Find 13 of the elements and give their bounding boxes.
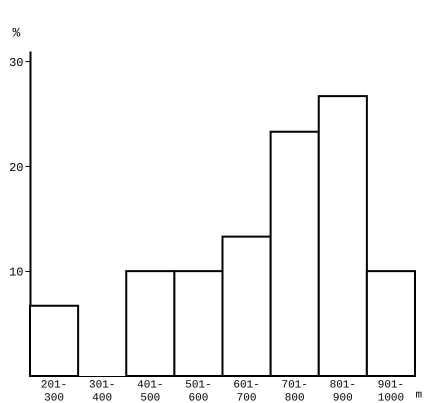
x-tick-label: 301-400	[88, 380, 116, 403]
x-tick-label: 501-600	[185, 380, 212, 403]
x-axis-title: m	[416, 390, 422, 402]
x-tick-label: 201-300	[40, 380, 68, 403]
y-tick-label: 30	[9, 56, 24, 70]
x-tick-label: 701-800	[281, 380, 308, 403]
x-tick-label: 601-700	[233, 380, 260, 403]
y-tick-label: 10	[9, 266, 24, 280]
y-tick-label: 20	[9, 160, 24, 175]
x-tick-label: 401-500	[137, 380, 164, 403]
y-axis-title: %	[12, 26, 20, 40]
x-tick-label: 801-900	[330, 380, 356, 403]
x-tick-label: 901-1000	[378, 380, 404, 403]
